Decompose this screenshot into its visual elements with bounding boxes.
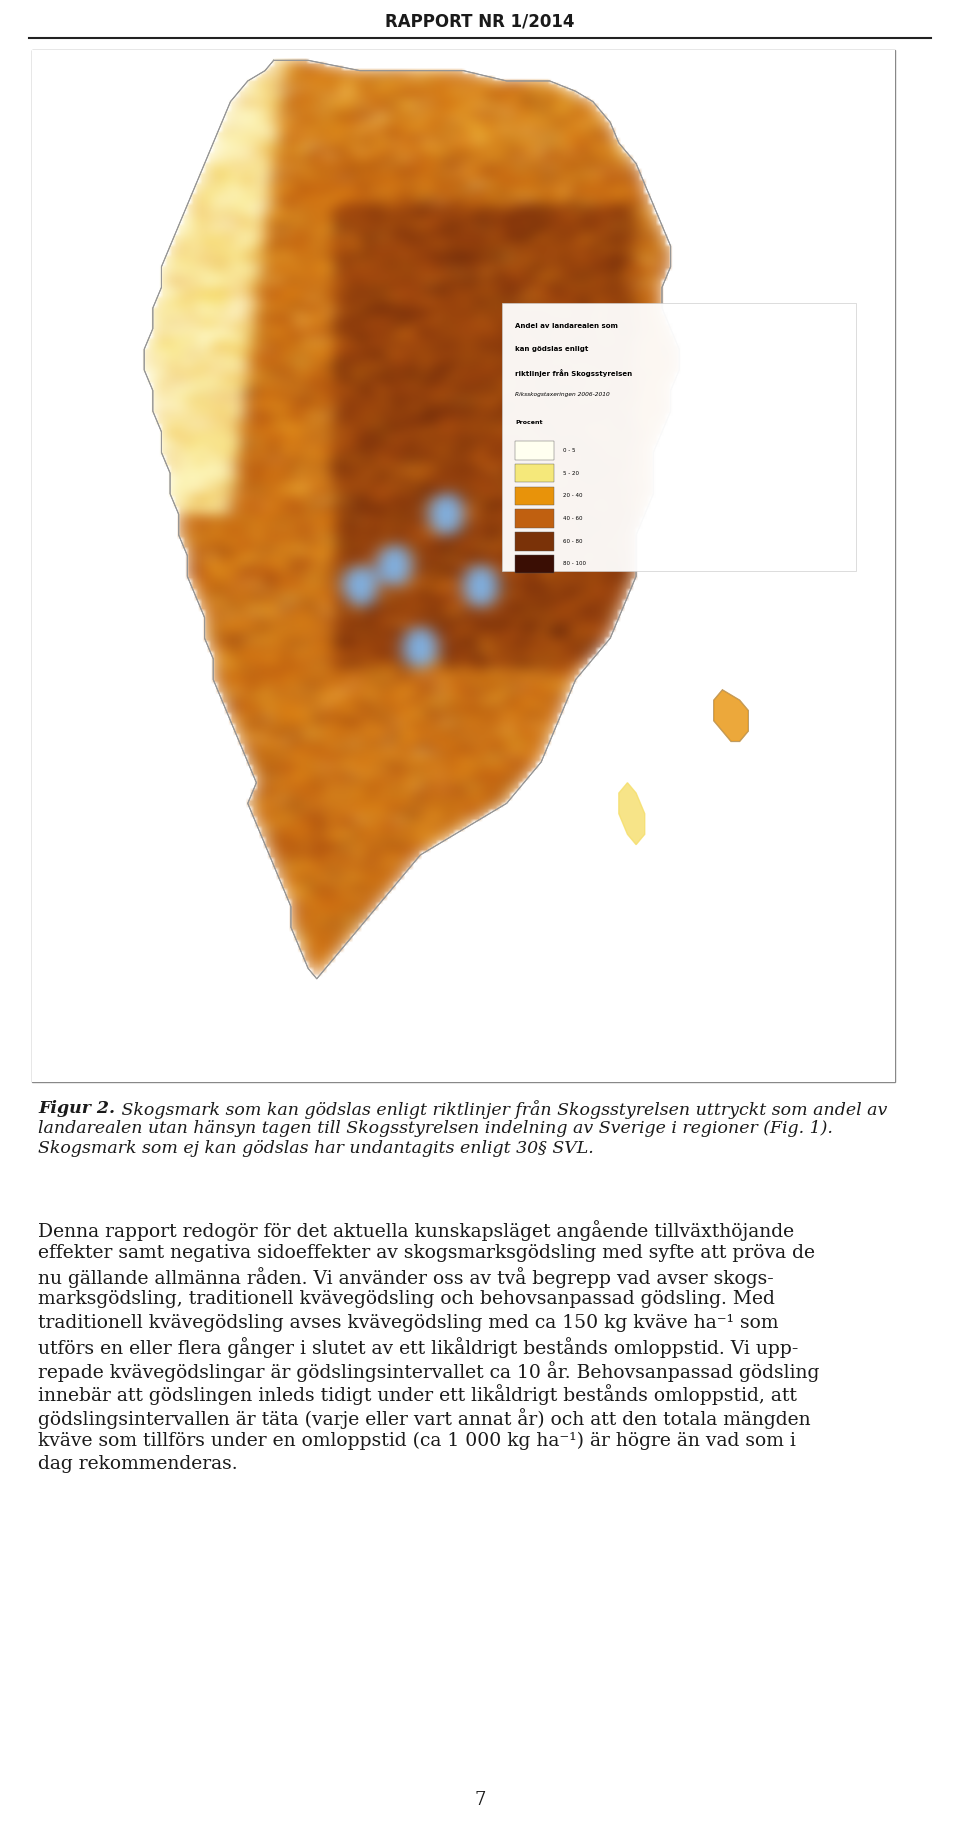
Text: riktlinjer från Skogsstyrelsen: riktlinjer från Skogsstyrelsen: [516, 369, 633, 377]
Polygon shape: [714, 690, 748, 741]
Text: gödslingsintervallen är täta (varje eller vart annat år) och att den totala mäng: gödslingsintervallen är täta (varje elle…: [38, 1408, 810, 1428]
Text: Riksskogstaxeringen 2006-2010: Riksskogstaxeringen 2006-2010: [516, 391, 610, 397]
Text: 40 - 60: 40 - 60: [563, 516, 583, 521]
FancyBboxPatch shape: [516, 487, 554, 505]
Text: Skogsmark som kan gödslas enligt riktlinjer från Skogsstyrelsen uttryckt som and: Skogsmark som kan gödslas enligt riktlin…: [116, 1099, 887, 1119]
FancyBboxPatch shape: [516, 441, 554, 459]
Text: Procent: Procent: [516, 421, 542, 426]
Text: innebär att gödslingen inleds tidigt under ett likåldrigt bestånds omloppstid, a: innebär att gödslingen inleds tidigt und…: [38, 1385, 797, 1405]
Polygon shape: [619, 783, 645, 845]
FancyBboxPatch shape: [516, 508, 554, 529]
Text: 7: 7: [474, 1791, 486, 1809]
Text: landarealen utan hänsyn tagen till Skogsstyrelsen indelning av Sverige i regione: landarealen utan hänsyn tagen till Skogs…: [38, 1119, 833, 1138]
FancyBboxPatch shape: [32, 49, 895, 1083]
FancyBboxPatch shape: [516, 532, 554, 551]
FancyBboxPatch shape: [516, 554, 554, 572]
Text: utförs en eller flera gånger i slutet av ett likåldrigt bestånds omloppstid. Vi : utförs en eller flera gånger i slutet av…: [38, 1337, 799, 1359]
Text: 20 - 40: 20 - 40: [563, 494, 583, 497]
Text: kväve som tillförs under en omloppstid (ca 1 000 kg ha⁻¹) är högre än vad som i: kväve som tillförs under en omloppstid (…: [38, 1432, 796, 1450]
Text: repade kvävegödslingar är gödslingsintervallet ca 10 år. Behovsanpassad gödsling: repade kvävegödslingar är gödslingsinter…: [38, 1361, 820, 1383]
Text: marksgödsling, traditionell kvävegödsling och behovsanpassad gödsling. Med: marksgödsling, traditionell kvävegödslin…: [38, 1291, 775, 1308]
Text: Figur 2.: Figur 2.: [38, 1099, 115, 1118]
Text: traditionell kvävegödsling avses kvävegödsling med ca 150 kg kväve ha⁻¹ som: traditionell kvävegödsling avses kvävegö…: [38, 1313, 779, 1332]
Text: Skogsmark som ej kan gödslas har undantagits enligt 30§ SVL.: Skogsmark som ej kan gödslas har undanta…: [38, 1139, 593, 1158]
Text: RAPPORT NR 1/2014: RAPPORT NR 1/2014: [385, 13, 575, 31]
FancyBboxPatch shape: [516, 465, 554, 483]
Text: effekter samt negativa sidoeffekter av skogsmarksgödsling med syfte att pröva de: effekter samt negativa sidoeffekter av s…: [38, 1244, 815, 1262]
Text: dag rekommenderas.: dag rekommenderas.: [38, 1456, 238, 1472]
Text: nu gällande allmänna råden. Vi använder oss av två begrepp vad avser skogs-: nu gällande allmänna råden. Vi använder …: [38, 1267, 774, 1288]
Text: 0 - 5: 0 - 5: [563, 448, 575, 454]
Text: 80 - 100: 80 - 100: [563, 562, 586, 567]
Text: Andel av landarealen som: Andel av landarealen som: [516, 324, 618, 329]
Text: Denna rapport redogör för det aktuella kunskapsläget angående tillväxthöjande: Denna rapport redogör för det aktuella k…: [38, 1220, 794, 1240]
Text: 60 - 80: 60 - 80: [563, 540, 583, 543]
Text: kan gödslas enligt: kan gödslas enligt: [516, 346, 588, 353]
Polygon shape: [144, 60, 680, 979]
Text: 5 - 20: 5 - 20: [563, 470, 579, 476]
FancyBboxPatch shape: [502, 304, 856, 571]
